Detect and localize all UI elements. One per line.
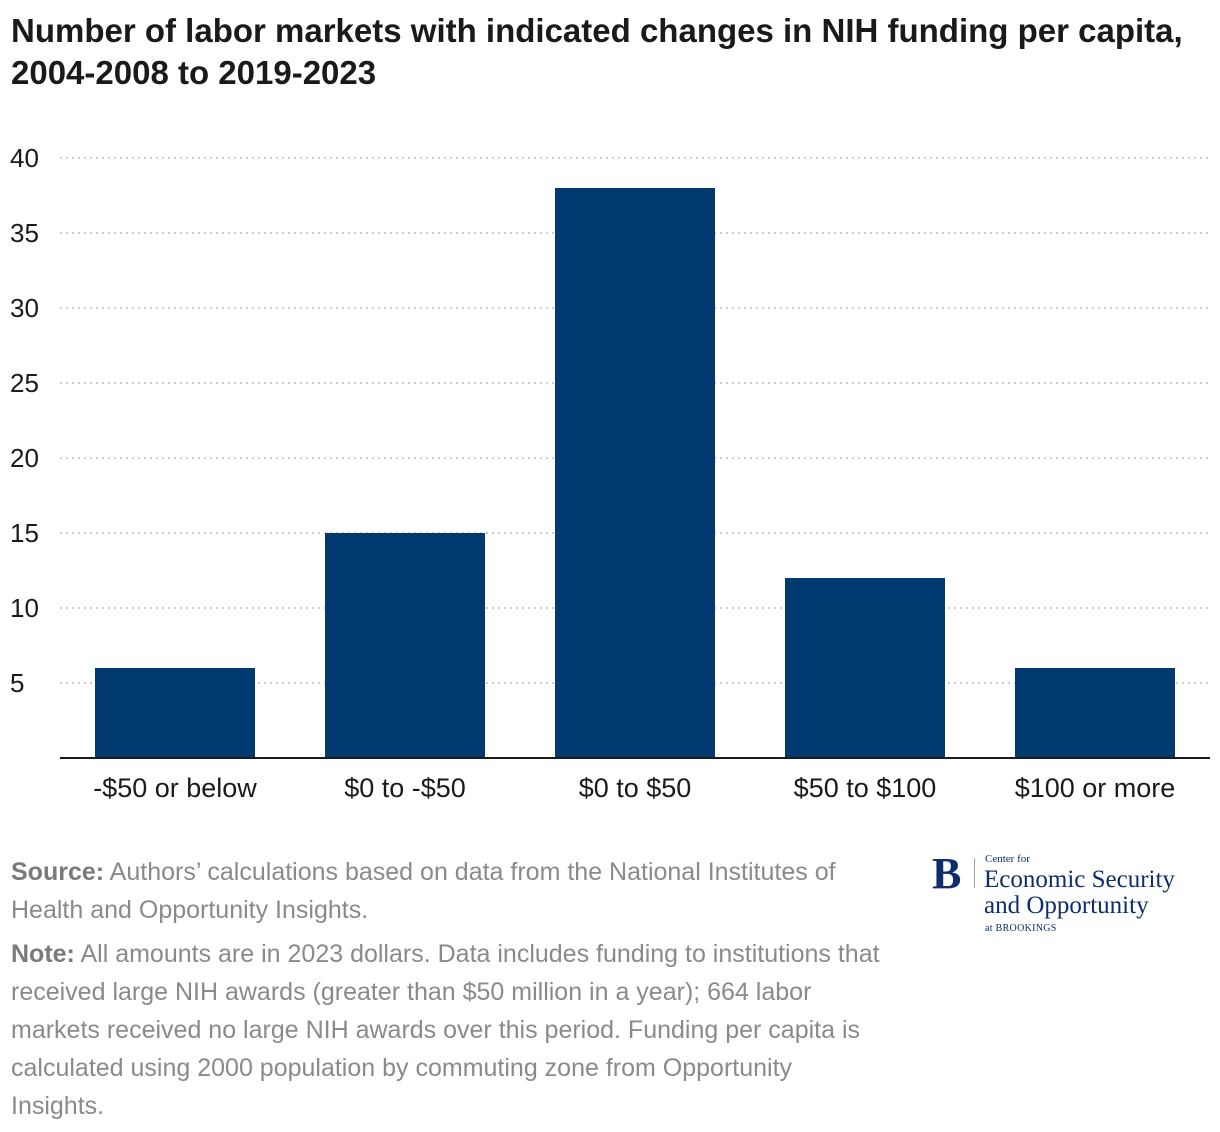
logo-line-tiny: at BROOKINGS — [985, 923, 1057, 934]
bar — [785, 578, 945, 758]
y-axis-tick-labels: 5 10 15 20 25 30 35 40 — [10, 143, 39, 698]
y-tick-label: 25 — [10, 368, 39, 398]
logo-line-big-2: and Opportunity — [984, 892, 1149, 919]
y-tick-label: 35 — [10, 218, 39, 248]
brookings-logo: B Center for Economic Security and Oppor… — [930, 852, 1215, 942]
x-tick-label: $0 to $50 — [579, 773, 692, 803]
logo-line-big-1: Economic Security — [984, 866, 1175, 893]
y-tick-label: 15 — [10, 518, 39, 548]
note-text: All amounts are in 2023 dollars. Data in… — [11, 940, 880, 1120]
y-tick-label: 20 — [10, 443, 39, 473]
note: Note: All amounts are in 2023 dollars. D… — [11, 935, 891, 1125]
x-tick-label: $50 to $100 — [794, 773, 937, 803]
chart-footer: Source: Authors’ calculations based on d… — [11, 853, 891, 1125]
chart-title: Number of labor markets with indicated c… — [11, 12, 1183, 91]
note-label: Note: — [11, 940, 75, 968]
x-tick-label: $100 or more — [1015, 773, 1176, 803]
bars — [95, 188, 1175, 758]
x-axis-tick-labels: -$50 or below $0 to -$50 $0 to $50 $50 to $… — [93, 773, 1175, 803]
source-text: Authors’ calculations based on data from… — [11, 858, 836, 924]
y-tick-label: 30 — [10, 293, 39, 323]
source-note: Source: Authors’ calculations based on d… — [11, 853, 891, 929]
bar — [555, 188, 715, 758]
logo-line-small: Center for — [985, 853, 1030, 865]
bar — [1015, 668, 1175, 758]
bar-chart: 5 10 15 20 25 30 35 40 -$50 or below $0 to -$50 $… — [10, 143, 1210, 803]
x-tick-label: -$50 or below — [93, 773, 257, 803]
source-label: Source: — [11, 858, 105, 886]
bar — [95, 668, 255, 758]
y-tick-label: 40 — [10, 143, 39, 173]
y-tick-label: 10 — [10, 593, 39, 623]
logo-divider — [974, 858, 975, 888]
y-tick-label: 5 — [10, 668, 24, 698]
bar — [325, 533, 485, 758]
x-tick-label: $0 to -$50 — [344, 773, 466, 803]
logo-mark: B — [932, 849, 962, 898]
